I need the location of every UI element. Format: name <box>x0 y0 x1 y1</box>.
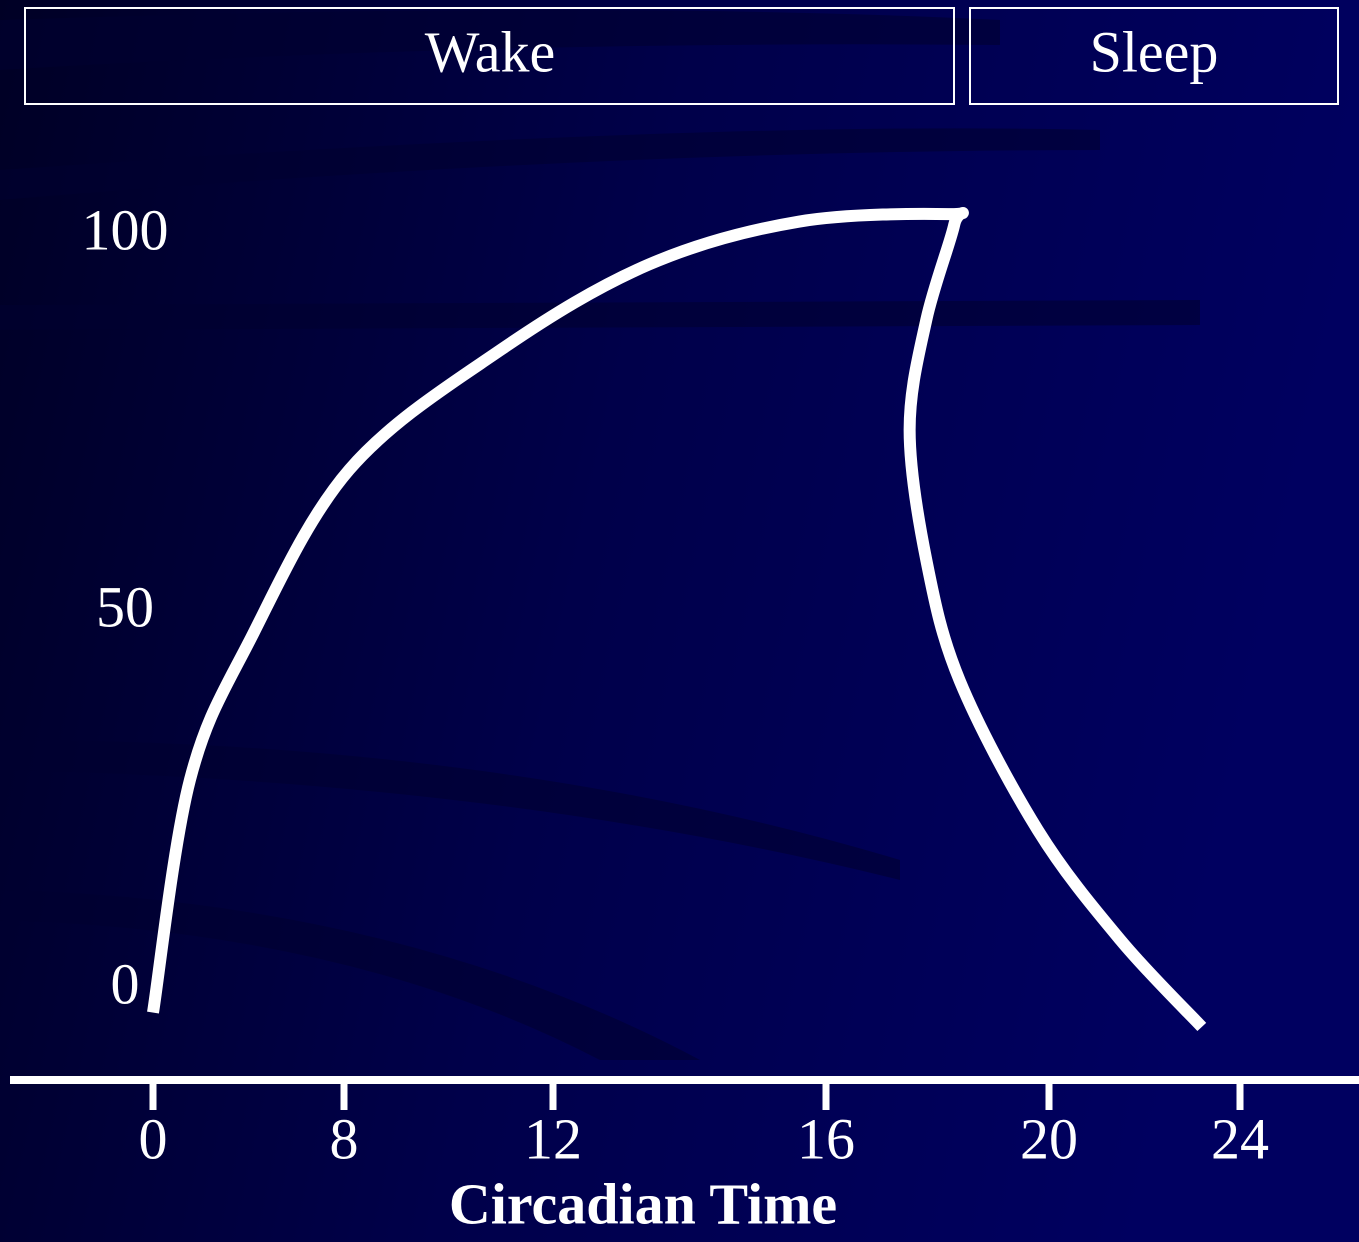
curve <box>147 207 1207 1032</box>
y-tick-label: 100 <box>82 197 169 262</box>
x-tick-label: 20 <box>1020 1106 1078 1171</box>
x-tick-label: 16 <box>797 1106 855 1171</box>
phase-box <box>24 7 955 105</box>
x-tick-label: 12 <box>524 1106 582 1171</box>
phase-label: Wake <box>425 19 556 84</box>
phase-label: Sleep <box>1090 19 1219 84</box>
phase-box <box>969 7 1339 105</box>
y-tick-label: 50 <box>96 574 154 639</box>
x-tick-label: 0 <box>139 1106 168 1171</box>
x-tick-label: 24 <box>1211 1106 1269 1171</box>
y-tick-label: 0 <box>111 951 140 1016</box>
x-tick-label: 8 <box>330 1106 359 1171</box>
x-axis-title: Circadian Time <box>449 1171 837 1236</box>
